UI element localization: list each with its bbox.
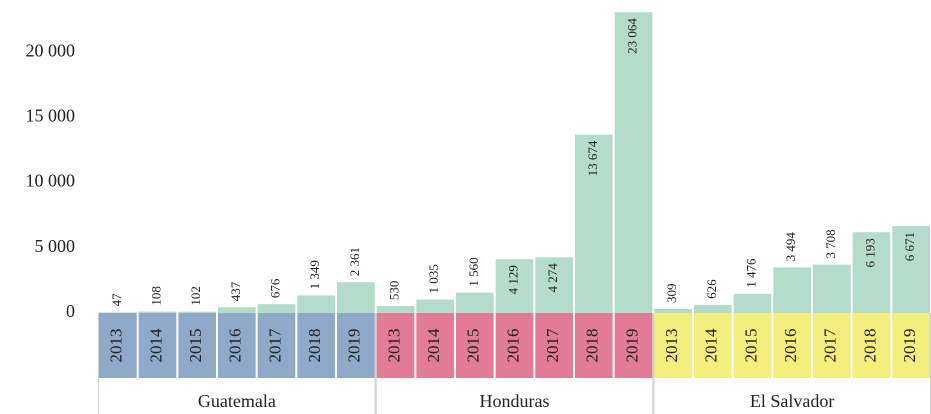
year-cell — [614, 313, 653, 378]
year-cell — [416, 313, 454, 378]
year-cell — [99, 313, 137, 378]
value-label: 530 — [386, 281, 401, 301]
x-tick-label: 2016 — [781, 329, 800, 363]
value-label: 3 494 — [783, 232, 798, 262]
bar — [535, 257, 573, 313]
bar — [297, 295, 335, 313]
value-label: 2 361 — [347, 247, 362, 276]
x-tick-label: 2016 — [503, 329, 522, 363]
x-tick-label: 2013 — [384, 329, 403, 363]
year-cell — [178, 313, 216, 378]
bar — [892, 225, 930, 313]
group-label: El Salvador — [750, 391, 834, 411]
y-tick-label: 20 000 — [26, 40, 76, 60]
bar — [376, 306, 415, 313]
group-label: Honduras — [480, 391, 550, 411]
bar — [575, 134, 613, 313]
bar — [495, 259, 534, 313]
bar — [813, 264, 851, 313]
value-label: 13 674 — [585, 140, 600, 176]
bar — [733, 293, 772, 313]
year-cell — [456, 313, 494, 378]
value-label: 4 129 — [505, 265, 520, 294]
value-label: 108 — [148, 286, 163, 306]
bar — [773, 267, 811, 313]
x-tick-label: 2018 — [305, 329, 324, 363]
x-tick-label: 2014 — [424, 328, 443, 363]
x-tick-label: 2019 — [345, 329, 364, 363]
value-label: 626 — [704, 279, 719, 299]
bar — [99, 312, 137, 313]
bar — [614, 12, 653, 313]
bar — [852, 232, 891, 313]
value-label: 1 035 — [426, 264, 441, 293]
value-label: 6 671 — [902, 232, 917, 261]
year-cell — [138, 313, 177, 378]
value-label: 4 274 — [545, 263, 560, 293]
x-tick-label: 2014 — [702, 328, 721, 363]
year-cell — [495, 313, 534, 378]
y-tick-label: 0 — [66, 301, 75, 321]
value-label: 309 — [664, 283, 679, 303]
year-cell — [575, 313, 613, 378]
value-label: 676 — [267, 278, 282, 298]
bar — [337, 282, 375, 313]
x-tick-label: 2014 — [146, 328, 165, 363]
value-label: 1 476 — [743, 258, 758, 288]
group-label: Guatemala — [198, 391, 276, 411]
x-tick-label: 2013 — [107, 329, 126, 363]
x-tick-label: 2017 — [821, 328, 840, 363]
x-tick-label: 2019 — [622, 329, 641, 363]
x-tick-label: 2016 — [226, 329, 245, 363]
bar — [178, 311, 216, 313]
year-cell — [376, 313, 415, 378]
year-cell — [892, 313, 930, 378]
value-label: 23 064 — [624, 18, 639, 54]
value-label: 6 193 — [862, 238, 877, 267]
y-tick-label: 5 000 — [35, 236, 76, 256]
bar — [257, 304, 296, 313]
value-label: 1 560 — [466, 257, 481, 286]
x-tick-label: 2013 — [662, 329, 681, 363]
x-tick-label: 2017 — [265, 328, 284, 363]
year-cell — [337, 313, 375, 378]
year-cell — [813, 313, 851, 378]
value-label: 47 — [109, 293, 124, 307]
x-tick-label: 2015 — [186, 329, 205, 363]
year-cell — [694, 313, 732, 378]
year-cell — [852, 313, 891, 378]
x-tick-label: 2015 — [741, 329, 760, 363]
x-tick-label: 2018 — [583, 329, 602, 363]
bar — [456, 292, 494, 313]
y-tick-label: 10 000 — [26, 171, 76, 191]
value-label: 437 — [228, 281, 243, 301]
year-cell — [654, 313, 692, 378]
value-label: 1 349 — [307, 260, 322, 289]
x-tick-label: 2017 — [543, 328, 562, 363]
year-cell — [773, 313, 811, 378]
bar — [138, 311, 177, 313]
x-tick-label: 2015 — [464, 329, 483, 363]
year-cell — [218, 313, 256, 378]
x-tick-label: 2018 — [860, 329, 879, 363]
y-tick-label: 15 000 — [26, 105, 76, 125]
year-cell — [535, 313, 573, 378]
bar — [416, 299, 454, 313]
year-cell — [297, 313, 335, 378]
bar — [218, 307, 256, 313]
year-cell — [257, 313, 296, 378]
year-cell — [733, 313, 772, 378]
bar — [694, 304, 732, 313]
value-label: 102 — [188, 286, 203, 306]
bar — [654, 308, 692, 313]
x-tick-label: 2019 — [900, 329, 919, 363]
value-label: 3 708 — [823, 229, 838, 258]
